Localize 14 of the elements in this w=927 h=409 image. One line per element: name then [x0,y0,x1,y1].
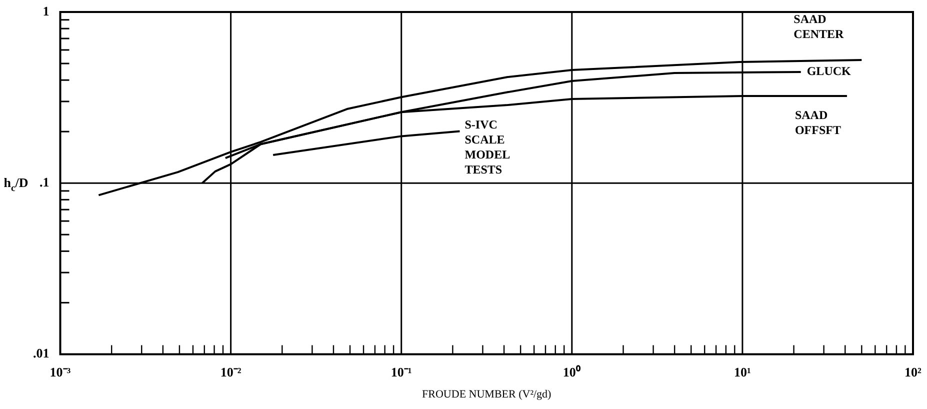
x-tick-label: 10⁻² [220,364,242,380]
series-label: GLUCK [806,64,852,78]
x-axis-title: FROUDE NUMBER (V²/gd) [422,388,552,400]
x-tick-label: 10² [904,364,922,380]
series-label: SAAD CENTER [794,12,844,42]
x-tick-label: 10¹ [734,364,751,380]
y-tick-label: .01 [33,346,50,361]
y-tick-label: .1 [40,174,50,190]
x-tick-label: 10⁻³ [50,364,71,380]
y-tick-label: 1 [42,3,50,18]
x-tick-label: 10⁻¹ [390,364,412,380]
series-label: S-IVC SCALE MODEL TESTS [464,117,510,176]
series-label: SAAD OFFSFT [794,108,841,138]
x-tick-label: 10⁰ [562,364,581,380]
